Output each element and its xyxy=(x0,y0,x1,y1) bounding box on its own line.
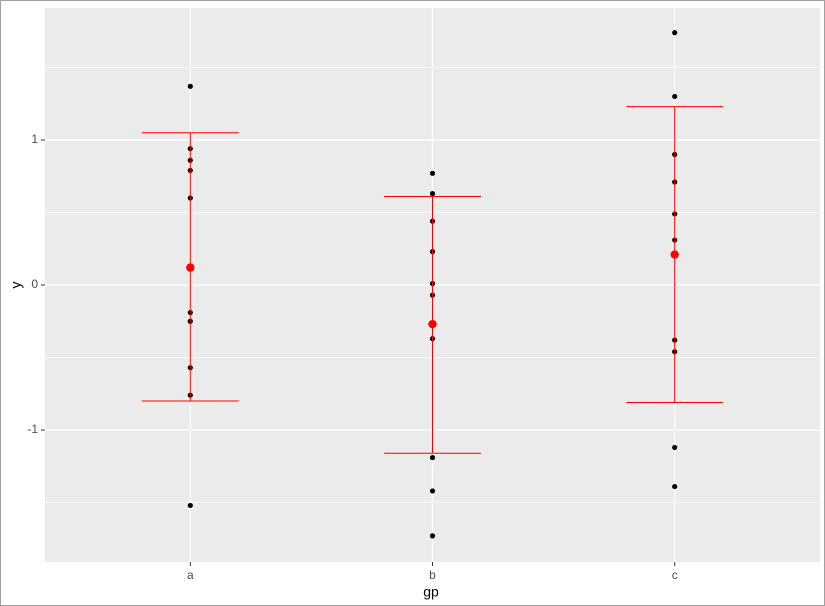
data-point xyxy=(429,454,436,461)
data-point xyxy=(672,483,678,490)
x-tick-label: c xyxy=(672,568,678,582)
mean-point xyxy=(428,319,437,329)
x-tick-label: b xyxy=(429,568,436,582)
marks xyxy=(141,30,724,539)
data-point xyxy=(672,444,678,451)
mean-point xyxy=(186,263,195,272)
mean-point xyxy=(670,250,679,259)
data-point xyxy=(187,83,193,89)
data-point xyxy=(429,533,436,539)
x-tick-label: a xyxy=(187,568,194,582)
data-point xyxy=(672,30,678,36)
y-tick-label: -1 xyxy=(27,422,38,436)
data-point xyxy=(429,191,436,197)
data-point xyxy=(672,93,678,100)
y-tick-label: 0 xyxy=(31,277,38,291)
data-point xyxy=(187,502,193,509)
y-axis-title: y xyxy=(8,282,24,289)
data-point xyxy=(429,488,436,494)
x-axis-title: gp xyxy=(423,584,439,600)
y-tick-label: 1 xyxy=(31,132,38,146)
data-point xyxy=(429,170,436,176)
